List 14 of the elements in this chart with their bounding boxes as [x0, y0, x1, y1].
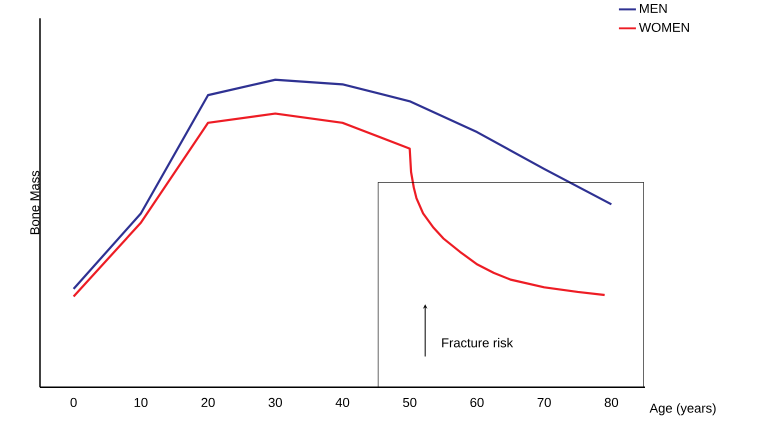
x-tick-label: 50: [403, 398, 416, 407]
legend-label: MEN: [640, 4, 667, 13]
x-tick-label: 70: [538, 398, 551, 407]
x-tick-label: 0: [70, 398, 77, 407]
legend-label: WOMEN: [638, 22, 689, 32]
annotation: Fracture risk: [442, 338, 514, 348]
x-tick-label: 30: [268, 398, 282, 407]
x-axis-title: Age (years): [650, 403, 716, 416]
y-axis-title: Bone Mass: [30, 170, 40, 234]
x-tick-label: 10: [134, 398, 148, 407]
x-tick-label: 40: [336, 398, 350, 407]
x-tick-label: 20: [202, 398, 215, 407]
x-tick-label: 80: [604, 398, 618, 407]
x-tick-label: 60: [470, 398, 484, 407]
